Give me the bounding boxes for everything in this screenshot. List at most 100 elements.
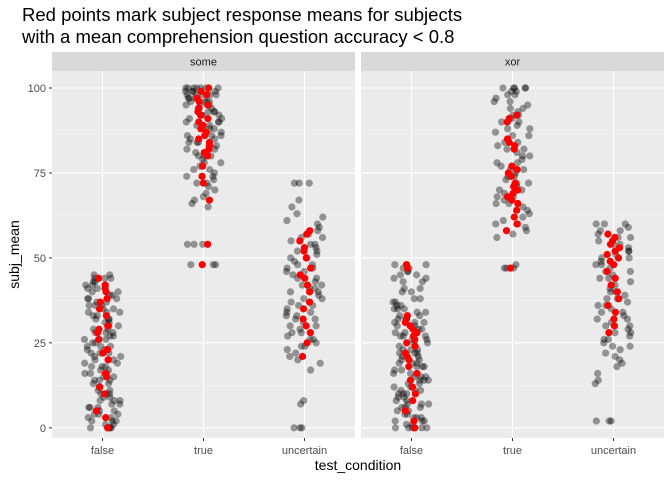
data-point xyxy=(602,322,610,330)
data-point xyxy=(182,84,190,92)
data-point xyxy=(110,356,118,364)
data-point xyxy=(313,220,322,228)
data-point xyxy=(312,339,320,347)
data-point xyxy=(390,366,399,374)
data-point-highlight xyxy=(503,135,512,143)
data-point xyxy=(626,278,635,286)
data-point xyxy=(283,308,291,316)
data-point-highlight xyxy=(503,193,512,201)
data-point xyxy=(185,138,193,146)
data-point xyxy=(211,186,219,194)
y-axis-title: subj_mean xyxy=(6,220,22,289)
x-tick-label: false xyxy=(400,445,423,457)
data-point xyxy=(623,298,632,306)
data-point xyxy=(92,315,100,323)
data-point xyxy=(418,417,426,425)
data-point xyxy=(97,342,105,350)
chart-title: Red points mark subject response means f… xyxy=(22,4,463,47)
data-point xyxy=(416,295,424,303)
data-point xyxy=(626,233,635,242)
data-point xyxy=(106,271,114,279)
data-point xyxy=(312,322,320,330)
data-point xyxy=(526,125,534,133)
data-point xyxy=(88,281,97,289)
data-point xyxy=(184,94,193,102)
data-point xyxy=(526,152,534,160)
data-point-highlight xyxy=(411,390,420,398)
data-point xyxy=(315,223,323,231)
data-point xyxy=(389,369,398,378)
data-point xyxy=(110,373,118,381)
facet-strip-xor xyxy=(361,52,664,71)
data-point xyxy=(397,356,405,364)
data-point xyxy=(627,329,635,337)
data-point xyxy=(521,84,529,92)
x-tick-label: uncertain xyxy=(591,445,636,457)
data-point xyxy=(286,322,294,330)
data-point xyxy=(403,390,411,398)
data-point-highlight xyxy=(401,407,409,415)
data-point-highlight xyxy=(506,264,514,272)
data-point xyxy=(87,363,96,371)
data-point xyxy=(420,376,428,384)
data-point xyxy=(297,400,305,408)
data-point xyxy=(185,114,194,123)
data-point xyxy=(592,417,600,425)
data-point xyxy=(595,237,603,245)
data-point xyxy=(493,193,501,201)
data-point-highlight xyxy=(305,298,314,306)
data-point xyxy=(187,261,195,269)
data-point xyxy=(598,254,606,262)
data-point xyxy=(506,104,515,112)
data-point xyxy=(515,118,523,126)
data-point xyxy=(391,424,400,432)
data-point xyxy=(492,220,500,228)
data-point xyxy=(624,223,632,231)
data-point xyxy=(396,312,404,320)
data-point xyxy=(591,380,599,388)
data-point xyxy=(292,349,300,357)
data-point xyxy=(594,376,602,384)
data-point xyxy=(423,424,431,432)
data-point xyxy=(110,397,118,405)
data-point xyxy=(98,363,106,371)
data-point xyxy=(393,407,401,415)
data-point xyxy=(211,108,219,116)
y-tick-label: 0 xyxy=(40,423,46,435)
data-point xyxy=(80,335,89,344)
data-point xyxy=(95,376,104,384)
data-point xyxy=(88,417,96,425)
data-point xyxy=(116,400,124,408)
data-point-highlight xyxy=(603,267,611,276)
data-point xyxy=(106,332,114,340)
data-point-highlight xyxy=(195,104,203,112)
data-point xyxy=(81,369,89,378)
data-point-highlight xyxy=(299,305,308,313)
data-point xyxy=(402,420,411,429)
data-point xyxy=(525,210,533,218)
data-point xyxy=(284,332,292,340)
data-point xyxy=(116,308,124,316)
data-point xyxy=(616,356,624,364)
data-point xyxy=(400,305,408,313)
data-point xyxy=(182,118,190,126)
data-point-highlight xyxy=(302,254,310,262)
data-point xyxy=(318,281,326,289)
data-point-highlight xyxy=(198,261,206,269)
data-point xyxy=(396,332,405,340)
data-point xyxy=(283,216,291,225)
data-point-highlight xyxy=(614,254,623,262)
data-point xyxy=(603,295,611,303)
data-point xyxy=(393,305,402,313)
data-point-highlight xyxy=(306,227,314,235)
data-point xyxy=(188,199,196,208)
data-point xyxy=(315,291,323,299)
data-point-highlight xyxy=(413,369,421,378)
data-point xyxy=(282,312,290,320)
data-point xyxy=(600,339,608,347)
data-point xyxy=(188,87,197,95)
data-point xyxy=(524,101,532,109)
data-point xyxy=(509,230,517,238)
data-point xyxy=(499,216,507,225)
data-point xyxy=(295,196,303,204)
